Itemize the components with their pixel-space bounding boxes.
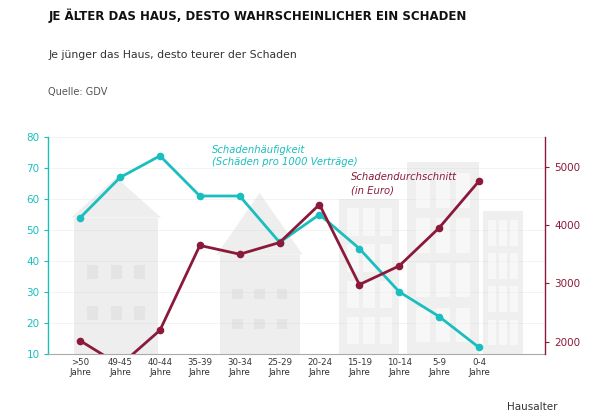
Bar [488, 319, 496, 345]
Bar [87, 265, 98, 279]
Bar [111, 306, 122, 319]
Bar [75, 218, 158, 354]
Bar [488, 220, 496, 245]
Bar [456, 263, 470, 297]
Text: JE ÄLTER DAS HAUS, DESTO WAHRSCHEINLICHER EIN SCHADEN: JE ÄLTER DAS HAUS, DESTO WAHRSCHEINLICHE… [48, 8, 467, 23]
Bar [407, 162, 479, 354]
Bar [436, 308, 450, 342]
Bar [499, 286, 507, 312]
Bar [134, 306, 145, 319]
Bar [347, 317, 359, 344]
Bar [456, 218, 470, 253]
Bar [364, 280, 375, 308]
Bar [483, 211, 523, 354]
Bar [232, 289, 242, 299]
Bar [339, 199, 399, 354]
Bar [510, 253, 518, 279]
Bar [364, 208, 375, 236]
Bar [364, 245, 375, 272]
Bar [87, 306, 98, 319]
Bar [416, 173, 430, 208]
Bar [499, 319, 507, 345]
Bar [510, 220, 518, 245]
Text: Schadendurchschnitt: Schadendurchschnitt [351, 172, 458, 182]
Text: Quelle: GDV: Quelle: GDV [48, 87, 108, 97]
Bar [347, 208, 359, 236]
Bar [436, 263, 450, 297]
Bar [380, 317, 392, 344]
Bar [347, 280, 359, 308]
Polygon shape [216, 193, 303, 255]
Bar [255, 319, 265, 329]
Bar [347, 245, 359, 272]
Bar [456, 308, 470, 342]
Bar [416, 308, 430, 342]
Text: Hausalter: Hausalter [507, 402, 558, 412]
Bar [277, 319, 287, 329]
Bar [277, 289, 287, 299]
Bar [488, 253, 496, 279]
Bar [232, 319, 242, 329]
Bar [220, 255, 299, 354]
Polygon shape [71, 178, 161, 218]
Bar [134, 265, 145, 279]
Bar [380, 245, 392, 272]
Text: (Schäden pro 1000 Verträge): (Schäden pro 1000 Verträge) [212, 157, 358, 167]
Text: Schadenhäufigkeit: Schadenhäufigkeit [212, 145, 305, 155]
Bar [436, 173, 450, 208]
Bar [380, 208, 392, 236]
Bar [111, 265, 122, 279]
Bar [499, 253, 507, 279]
Bar [488, 286, 496, 312]
Bar [510, 319, 518, 345]
Bar [364, 317, 375, 344]
Bar [255, 289, 265, 299]
Text: Je jünger das Haus, desto teurer der Schaden: Je jünger das Haus, desto teurer der Sch… [48, 50, 297, 60]
Bar [380, 280, 392, 308]
Bar [436, 218, 450, 253]
Bar [510, 286, 518, 312]
Bar [456, 173, 470, 208]
Bar [499, 220, 507, 245]
Text: (in Euro): (in Euro) [351, 185, 395, 195]
Bar [416, 218, 430, 253]
Bar [416, 263, 430, 297]
